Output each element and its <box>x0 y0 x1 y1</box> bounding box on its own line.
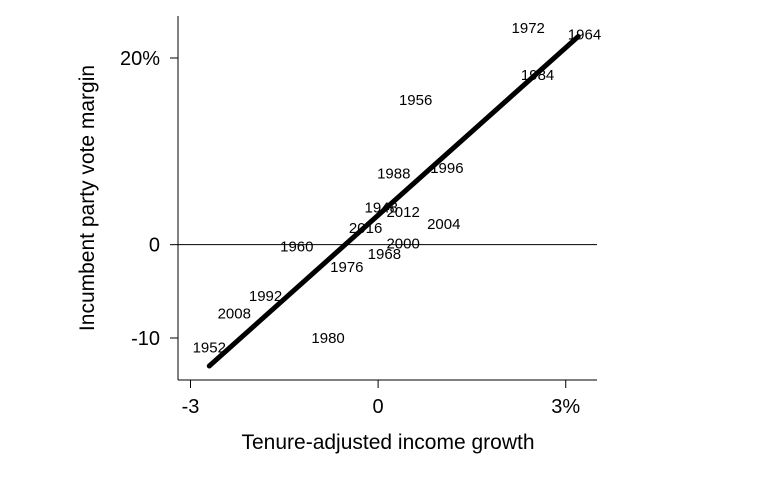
point-label: 2000 <box>386 236 419 253</box>
point-label: 1972 <box>512 20 545 37</box>
point-label: 1956 <box>399 92 432 109</box>
point-label: 1992 <box>249 288 282 305</box>
point-label: 1960 <box>280 239 313 256</box>
x-tick-label: -3 <box>182 396 200 418</box>
fit-line <box>206 34 581 369</box>
point-label: 2016 <box>349 220 382 237</box>
point-label: 1976 <box>330 259 363 276</box>
point-label: 1996 <box>430 160 463 177</box>
point-label: 1952 <box>193 339 226 356</box>
y-tick-label: 0 <box>149 235 160 257</box>
point-label: 1948 <box>365 199 398 216</box>
y-tick-label: -10 <box>131 328 160 350</box>
y-tick-label: 20% <box>120 48 160 70</box>
y-axis-ticks: -10 0 20% <box>120 48 178 350</box>
y-axis-title: Incumbent party vote margin <box>76 65 99 331</box>
point-label: 2012 <box>386 204 419 221</box>
point-label: 1988 <box>377 166 410 183</box>
point-label: 1964 <box>568 27 601 44</box>
point-label: 1980 <box>311 330 344 347</box>
plot-area <box>177 16 597 381</box>
x-axis-title: Tenure-adjusted income growth <box>242 431 535 454</box>
x-axis-ticks: -3 0 3% <box>182 380 580 418</box>
point-label: 1984 <box>521 67 554 84</box>
x-tick-label: 0 <box>373 396 384 418</box>
point-label: 2008 <box>218 306 251 323</box>
point-label: 2004 <box>427 216 460 233</box>
point-label: 1968 <box>368 246 401 263</box>
x-tick-label: 3% <box>551 396 580 418</box>
